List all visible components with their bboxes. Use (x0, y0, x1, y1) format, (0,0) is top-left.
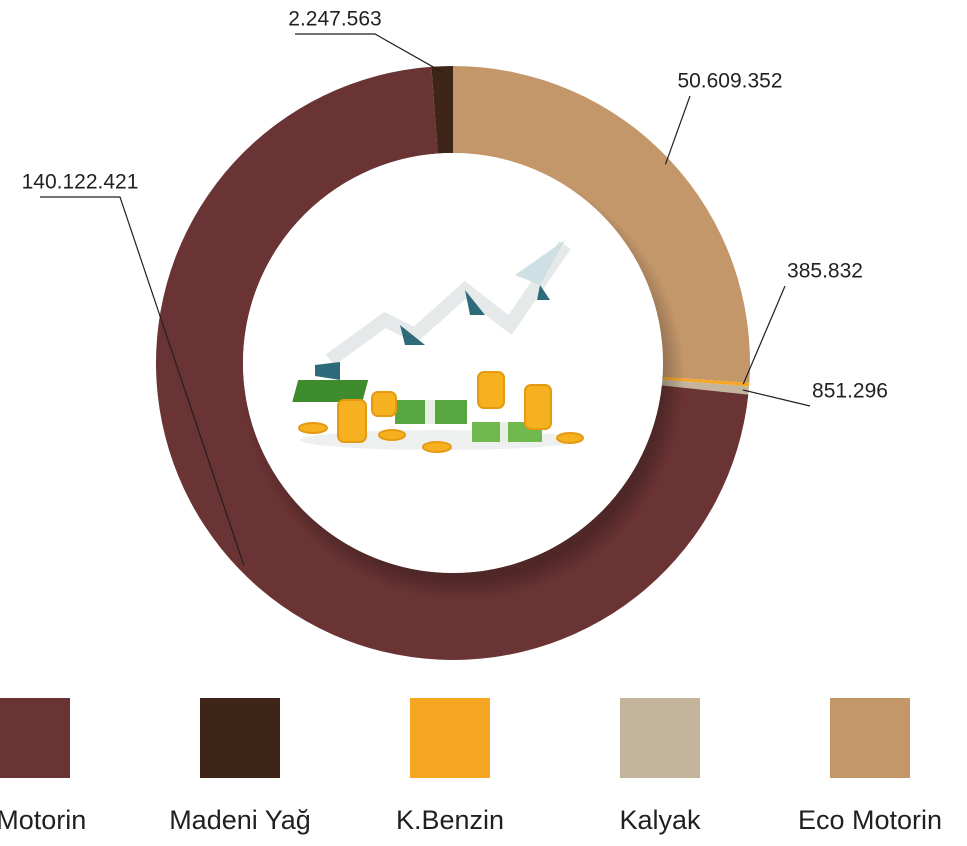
legend: a Motorin Madeni Yağ K.Benzin Kalyak Eco Mot… (0, 698, 942, 835)
legend-label: K.Benzin (396, 805, 504, 835)
leader-line (295, 34, 442, 72)
leader-line (665, 96, 690, 164)
legend-swatch (620, 698, 700, 778)
legend-label: Eco Motorin (798, 805, 942, 835)
legend-label: Kalyak (619, 805, 701, 835)
leader-line (743, 390, 810, 406)
legend-swatch (200, 698, 280, 778)
value-label: 140.122.421 (22, 171, 139, 194)
chart: a Motorin Madeni Yağ K.Benzin Kalyak Eco Mot… (0, 0, 967, 846)
legend-label: Madeni Yağ (169, 805, 311, 835)
legend-swatch (830, 698, 910, 778)
legend-label: a Motorin (0, 805, 86, 835)
value-label: 2.247.563 (288, 8, 381, 31)
legend-swatch (0, 698, 70, 778)
donut-hole (243, 153, 663, 573)
value-label: 385.832 (787, 260, 863, 283)
leader-line (743, 286, 785, 384)
page: a Motorin Madeni Yağ K.Benzin Kalyak Eco Mot… (0, 0, 967, 846)
value-label: 50.609.352 (677, 70, 782, 93)
value-label: 851.296 (812, 380, 888, 403)
legend-swatch (410, 698, 490, 778)
